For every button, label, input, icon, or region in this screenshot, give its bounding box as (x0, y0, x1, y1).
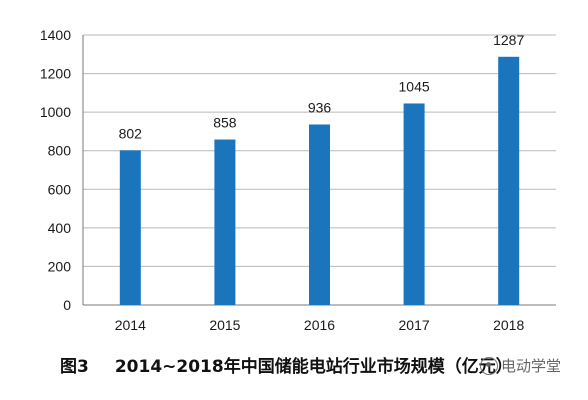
x-tick-label: 2014 (115, 317, 146, 333)
bars (119, 56, 520, 305)
watermark: 电动学堂 (480, 353, 561, 379)
y-tick-label: 800 (48, 143, 72, 159)
x-tick-label: 2017 (399, 317, 430, 333)
y-tick-label: 1000 (40, 104, 71, 120)
y-axis-ticks: 0 200 400 600 800 1000 1200 1400 (40, 27, 71, 313)
bar-2014 (119, 150, 141, 305)
x-tick-label: 2015 (209, 317, 240, 333)
data-labels: 802 858 936 1045 1287 (119, 32, 525, 142)
data-label-2014: 802 (119, 125, 143, 141)
wechat-icon (480, 356, 498, 375)
figure-number: 图3 (60, 357, 89, 377)
x-axis-ticks: 2014 2015 2016 2017 2018 (115, 317, 525, 333)
data-label-2015: 858 (213, 115, 237, 131)
data-label-2016: 936 (308, 99, 332, 115)
data-label-2018: 1287 (493, 32, 524, 48)
y-tick-label: 1400 (40, 27, 71, 43)
x-tick-label: 2016 (304, 317, 335, 333)
y-tick-label: 200 (48, 258, 72, 274)
x-tick-label: 2018 (493, 317, 524, 333)
y-tick-label: 1200 (40, 66, 71, 82)
watermark-text: 电动学堂 (501, 357, 562, 375)
bar-chart: 0 200 400 600 800 1000 1200 1400 802 858 936 1045 1… (40, 27, 556, 333)
data-label-2017: 1045 (399, 78, 430, 94)
y-tick-label: 0 (63, 297, 71, 313)
y-tick-label: 400 (48, 220, 72, 236)
figure-caption: 图3 2014~2018年中国储能电站行业市场规模（亿元） (60, 355, 513, 379)
bar-2017 (403, 103, 425, 305)
bar-2018 (498, 56, 520, 305)
figure-title: 2014~2018年中国储能电站行业市场规模（亿元） (114, 357, 513, 377)
bar-2016 (309, 124, 330, 305)
y-tick-label: 600 (48, 181, 72, 197)
bar-2015 (214, 139, 236, 305)
